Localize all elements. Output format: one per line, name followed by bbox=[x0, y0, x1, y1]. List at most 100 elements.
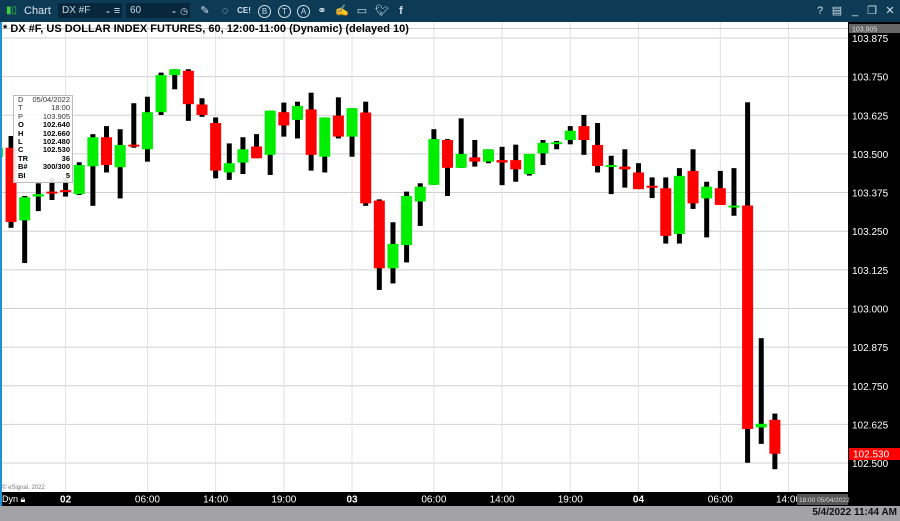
status-time: 5/4/2022 11:44 AM bbox=[812, 507, 897, 518]
candle-body bbox=[646, 185, 658, 188]
candle-body bbox=[360, 112, 372, 204]
candle bbox=[251, 134, 263, 159]
chevron-down-icon[interactable]: ⌄ bbox=[170, 6, 178, 15]
candle bbox=[114, 129, 126, 199]
candle-wick bbox=[63, 178, 69, 197]
candle-body bbox=[414, 186, 426, 202]
price-tick-label: 103.125 bbox=[852, 266, 889, 277]
price-tick-label: 102.750 bbox=[852, 382, 889, 393]
menu-icon[interactable]: ≡ bbox=[113, 5, 121, 17]
candle-wick bbox=[131, 103, 137, 148]
candle-body bbox=[387, 243, 399, 269]
candle bbox=[60, 178, 72, 197]
candle-body bbox=[182, 70, 194, 105]
time-tick-label: 06:00 bbox=[135, 495, 160, 506]
candle bbox=[660, 177, 672, 244]
candle-body bbox=[373, 200, 385, 269]
clock-icon[interactable]: ◷ bbox=[180, 6, 188, 16]
data-box-row: BI 5 bbox=[14, 171, 72, 180]
indicator-wave-icon[interactable]: ◌ bbox=[221, 5, 229, 17]
candle-body bbox=[264, 110, 276, 155]
candle-wick bbox=[172, 69, 178, 90]
data-box-value: 300/300 bbox=[42, 162, 70, 172]
data-box-row: P 103.905 bbox=[14, 111, 72, 121]
candle-body bbox=[592, 144, 604, 166]
edit-note-icon[interactable]: ✍ bbox=[335, 5, 349, 17]
price-tick-label: 102.875 bbox=[852, 343, 889, 354]
restore-icon[interactable]: ❐ bbox=[867, 5, 877, 17]
candle-body bbox=[101, 137, 113, 166]
price-axis[interactable] bbox=[848, 22, 900, 506]
candle bbox=[373, 199, 385, 290]
link-status-icon: ▮▯ bbox=[6, 5, 18, 16]
candle-body bbox=[60, 190, 72, 193]
candle bbox=[196, 98, 208, 117]
candle-body bbox=[742, 205, 754, 430]
data-box-row: L 102.480 bbox=[14, 137, 72, 146]
candle bbox=[305, 92, 317, 171]
svg-text:18:00 05/04/2022: 18:00 05/04/2022 bbox=[799, 497, 850, 504]
candle bbox=[714, 170, 726, 205]
svg-text:102.530: 102.530 bbox=[853, 450, 890, 461]
twitter-icon[interactable]: 🐦︎ bbox=[375, 5, 389, 17]
price-tick-label: 103.750 bbox=[852, 73, 889, 84]
candle bbox=[455, 118, 467, 168]
candle-body bbox=[114, 144, 126, 168]
lock-icon[interactable]: 🔒︎ bbox=[20, 494, 26, 504]
a-circle-icon[interactable]: A bbox=[297, 5, 310, 18]
candle-body bbox=[442, 140, 454, 168]
data-box-row: TR 36 bbox=[14, 153, 72, 163]
candle-wick bbox=[554, 140, 560, 150]
candle bbox=[469, 140, 481, 167]
close-icon[interactable]: ✕ bbox=[885, 5, 895, 17]
data-box-key: P bbox=[18, 111, 24, 121]
facebook-icon[interactable]: f bbox=[399, 5, 403, 17]
candle-body bbox=[128, 144, 140, 147]
svg-text:103.905: 103.905 bbox=[852, 27, 877, 34]
b-circle-icon[interactable]: B bbox=[258, 5, 271, 18]
candle-body bbox=[305, 109, 317, 155]
candle bbox=[742, 102, 754, 463]
chart-title: * DX #F, US DOLLAR INDEX FUTURES, 60, 12… bbox=[3, 23, 409, 35]
candle-body bbox=[46, 191, 58, 194]
candle-body bbox=[687, 170, 699, 204]
candle-body bbox=[169, 69, 181, 76]
time-axis[interactable] bbox=[0, 492, 848, 506]
help-icon[interactable]: ? bbox=[816, 5, 824, 17]
candle-body bbox=[619, 166, 631, 170]
data-box-value: 103.905 bbox=[42, 111, 70, 121]
save-layout-icon[interactable]: ▤ bbox=[831, 5, 843, 17]
pencil-icon[interactable]: ✎ bbox=[200, 5, 210, 17]
price-axis-labels: 103.875 103.750 103.625 103.500 103.375 103.2… bbox=[852, 34, 889, 470]
candle-body bbox=[455, 153, 467, 168]
comment-icon[interactable]: ▭ bbox=[356, 5, 368, 17]
candle-body bbox=[632, 172, 644, 190]
data-box-value: 102.640 bbox=[42, 120, 70, 130]
title-bar: ▮▯ Chart DX #F ⌄ ≡ 60 ⌄ ◷ ✎ ◌ CE! B T A … bbox=[0, 0, 900, 22]
ce-alert-icon[interactable]: CE! bbox=[237, 6, 251, 15]
data-box-value: 36 bbox=[61, 153, 70, 163]
minimize-icon[interactable]: _ bbox=[851, 5, 859, 17]
candle-body bbox=[564, 130, 576, 141]
chevron-down-icon[interactable]: ⌄ bbox=[104, 6, 112, 15]
t-circle-icon[interactable]: T bbox=[278, 5, 291, 18]
candle-body bbox=[728, 205, 740, 208]
candle bbox=[169, 69, 181, 90]
candle bbox=[19, 195, 31, 264]
link-icon[interactable]: ⚭ bbox=[317, 5, 327, 17]
candle bbox=[510, 144, 522, 182]
candle-body bbox=[510, 160, 522, 170]
time-tick-label: 04 bbox=[633, 495, 645, 506]
time-axis-mode[interactable]: Dyn 🔒︎ bbox=[2, 494, 26, 504]
status-bar: 5/4/2022 11:44 AM bbox=[0, 506, 900, 521]
interval-select[interactable]: 60 bbox=[126, 3, 190, 18]
candle-body bbox=[755, 423, 767, 428]
symbol-input[interactable]: DX #F bbox=[58, 3, 122, 18]
candle-body bbox=[210, 123, 222, 171]
candle-body bbox=[482, 149, 494, 162]
candle-wick bbox=[35, 183, 41, 212]
data-box-value: 05/04/2022 bbox=[32, 95, 70, 104]
candle bbox=[128, 103, 140, 148]
candle-body bbox=[87, 137, 99, 167]
